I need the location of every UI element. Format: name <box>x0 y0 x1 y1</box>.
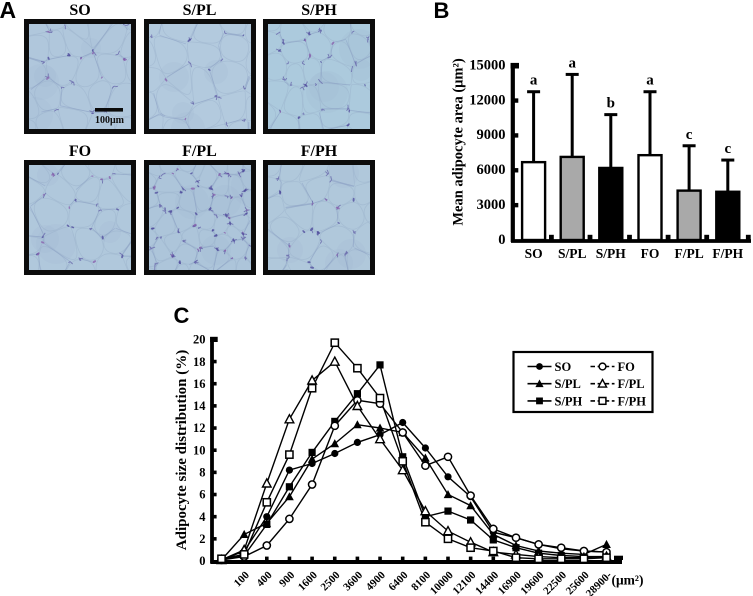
svg-text:12: 12 <box>193 421 206 435</box>
svg-text:100: 100 <box>232 569 253 590</box>
svg-text:6: 6 <box>199 488 205 502</box>
svg-text:b: b <box>607 96 615 112</box>
svg-text:10: 10 <box>193 443 206 457</box>
svg-text:0: 0 <box>498 232 505 248</box>
svg-text:SO: SO <box>555 360 572 374</box>
svg-text:4900: 4900 <box>364 569 388 593</box>
svg-text:FO: FO <box>618 360 636 374</box>
svg-text:a: a <box>646 73 654 89</box>
svg-text:S/PH: S/PH <box>555 394 583 408</box>
svg-text:2500: 2500 <box>318 569 342 593</box>
svg-text:10000: 10000 <box>428 569 456 596</box>
svg-text:16900: 16900 <box>496 569 524 596</box>
svg-text:c: c <box>724 141 731 157</box>
svg-text:Mean adipocyte area (μm²): Mean adipocyte area (μm²) <box>451 58 467 226</box>
svg-text:22500: 22500 <box>541 569 569 596</box>
svg-text:100μm: 100μm <box>95 115 125 126</box>
svg-text:900: 900 <box>277 569 298 590</box>
svg-text:14400: 14400 <box>473 569 501 596</box>
svg-text:20: 20 <box>193 333 206 347</box>
svg-text:F/PH: F/PH <box>618 394 647 408</box>
svg-text:4: 4 <box>199 510 206 524</box>
svg-text:19600: 19600 <box>518 569 546 596</box>
svg-text:0: 0 <box>199 554 205 568</box>
svg-text:FO: FO <box>641 246 660 261</box>
svg-text:3000: 3000 <box>477 197 506 213</box>
svg-text:14: 14 <box>193 399 206 413</box>
svg-text:6400: 6400 <box>386 569 410 593</box>
svg-text:400: 400 <box>254 569 275 590</box>
svg-text:a: a <box>568 55 576 71</box>
svg-text:S/PL: S/PL <box>555 377 581 391</box>
svg-text:S/PH: S/PH <box>596 246 627 261</box>
svg-text:3600: 3600 <box>341 569 365 593</box>
svg-text:12100: 12100 <box>450 569 478 596</box>
svg-text:6000: 6000 <box>477 162 506 178</box>
svg-text:a: a <box>530 73 538 89</box>
svg-text:18: 18 <box>193 355 206 369</box>
svg-text:28900-: 28900- <box>584 569 615 596</box>
svg-text:12000: 12000 <box>469 92 505 108</box>
svg-text:16: 16 <box>193 377 206 391</box>
svg-text:(μm²): (μm²) <box>612 573 644 588</box>
svg-text:1600: 1600 <box>296 569 320 593</box>
svg-text:c: c <box>686 127 693 143</box>
svg-text:9000: 9000 <box>477 127 506 143</box>
svg-text:2: 2 <box>199 532 205 546</box>
svg-text:Adipocyte size distribution (: Adipocyte size distribution (%) <box>174 350 190 550</box>
svg-text:15000: 15000 <box>469 58 505 74</box>
svg-text:SO: SO <box>525 246 543 261</box>
svg-text:8: 8 <box>199 466 205 480</box>
svg-text:F/PL: F/PL <box>674 246 703 261</box>
svg-text:F/PL: F/PL <box>618 377 645 391</box>
svg-text:F/PH: F/PH <box>712 246 743 261</box>
svg-text:S/PL: S/PL <box>558 246 587 261</box>
